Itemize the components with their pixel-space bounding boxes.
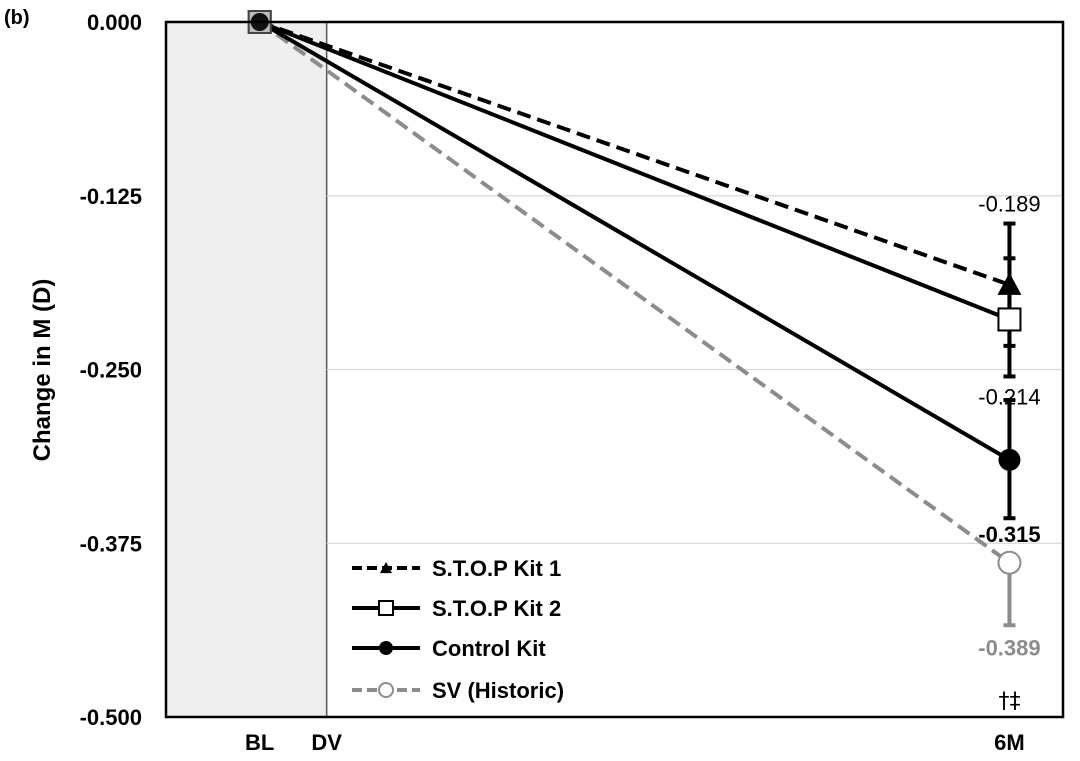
- shaded-region: [166, 22, 327, 717]
- y-tick-label: -0.250: [80, 358, 142, 383]
- panel-label: (b): [4, 7, 30, 29]
- legend-label-kit1: S.T.O.P Kit 1: [432, 556, 561, 581]
- series-line-kit2: [258, 20, 1011, 322]
- legend-marker-sv: [378, 682, 394, 698]
- data-label-sv: -0.389: [978, 635, 1040, 660]
- marker-6m-kit1: [997, 272, 1022, 295]
- data-label-kit1: -0.189: [978, 192, 1040, 217]
- x-tick-label: BL: [245, 730, 274, 755]
- x-tick-label: 6M: [994, 730, 1025, 755]
- legend-marker-control: [379, 641, 393, 655]
- legend-label-control: Control Kit: [432, 636, 546, 661]
- y-tick-label: -0.500: [80, 705, 142, 730]
- significance-mark: †‡: [998, 689, 1020, 714]
- legend-label-kit2: S.T.O.P Kit 2: [432, 596, 561, 621]
- plot-frame: [164, 20, 1065, 719]
- series-line-sv: [258, 20, 1011, 565]
- y-tick-label: 0.000: [87, 10, 142, 35]
- marker-6m-control: [998, 448, 1021, 471]
- data-label-kit2: -0.214: [978, 384, 1040, 409]
- data-label-control: -0.315: [978, 522, 1040, 547]
- y-tick-label: -0.125: [80, 184, 142, 209]
- y-tick-label: -0.375: [80, 531, 142, 556]
- x-tick-label: DV: [311, 730, 342, 755]
- series-line-kit1: [259, 20, 1011, 287]
- legend-marker-kit2: [378, 600, 394, 616]
- legend-marker-kit1: [380, 562, 392, 574]
- marker-6m-kit2: [997, 307, 1022, 332]
- marker-6m-sv: [997, 550, 1022, 575]
- series-line-control: [258, 20, 1011, 462]
- legend-label-sv: SV (Historic): [432, 678, 564, 703]
- y-axis-label: Change in M (D): [29, 279, 56, 462]
